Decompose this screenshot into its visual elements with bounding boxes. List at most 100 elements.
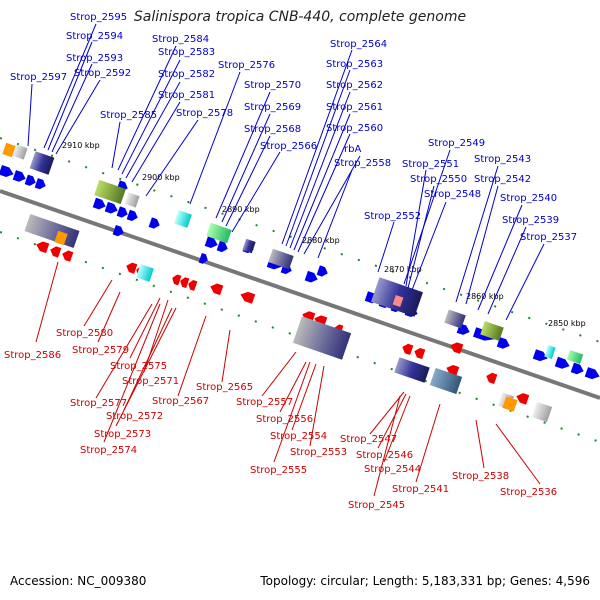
gene-label[interactable]: Strop_2580 bbox=[56, 328, 113, 339]
gene-label[interactable]: Strop_2583 bbox=[158, 47, 215, 58]
gene-label[interactable]: Strop_2553 bbox=[290, 447, 347, 458]
gene-label[interactable]: Strop_2574 bbox=[80, 445, 137, 456]
reverse-gene-arrow bbox=[450, 342, 464, 354]
gene-label[interactable]: Strop_2573 bbox=[94, 429, 151, 440]
leader-line bbox=[231, 151, 281, 233]
gene-label[interactable]: Strop_2572 bbox=[106, 411, 163, 422]
gene-label[interactable]: Strop_2582 bbox=[158, 69, 215, 80]
leader-line bbox=[285, 69, 351, 247]
leader-line bbox=[131, 101, 181, 183]
gene-label[interactable]: Strop_2560 bbox=[326, 123, 383, 134]
gene-label[interactable]: Strop_2581 bbox=[158, 90, 215, 101]
gene-label[interactable]: Strop_2595 bbox=[70, 12, 127, 23]
gene-label[interactable]: Strop_2538 bbox=[452, 471, 509, 482]
leader-line bbox=[487, 226, 527, 315]
leader-line bbox=[475, 419, 485, 469]
gene-label[interactable]: Strop_2565 bbox=[196, 382, 253, 393]
gene-label[interactable]: Strop_2566 bbox=[260, 141, 317, 152]
gene-label[interactable]: Strop_2552 bbox=[364, 211, 421, 222]
reverse-gene-arrow bbox=[516, 393, 530, 405]
gene-label[interactable]: Strop_2576 bbox=[218, 60, 275, 71]
gene-label[interactable]: Strop_2569 bbox=[244, 102, 301, 113]
gene-label[interactable]: Strop_2597 bbox=[10, 72, 67, 83]
leader-line bbox=[189, 71, 241, 205]
gene-label[interactable]: Strop_2558 bbox=[334, 158, 391, 169]
gene-label[interactable]: Strop_2550 bbox=[410, 174, 467, 185]
gene-label[interactable]: Strop_2548 bbox=[424, 189, 481, 200]
gene-label[interactable]: Strop_2593 bbox=[66, 53, 123, 64]
kbp-tick-label: 2910 kbp bbox=[62, 141, 100, 150]
leader-line bbox=[465, 185, 499, 305]
reverse-gene-arrow bbox=[180, 277, 190, 289]
feature-block bbox=[444, 309, 466, 329]
gene-label[interactable]: Strop_2584 bbox=[152, 34, 209, 45]
gene-label[interactable]: rbA bbox=[344, 144, 361, 155]
gene-label[interactable]: Strop_2555 bbox=[250, 465, 307, 476]
gene-label[interactable]: Strop_2578 bbox=[176, 108, 233, 119]
leader-line bbox=[51, 63, 93, 153]
leader-line bbox=[455, 165, 499, 303]
leader-line bbox=[111, 121, 121, 169]
gene-label[interactable]: Strop_2564 bbox=[330, 39, 387, 50]
leader-line bbox=[505, 243, 545, 321]
gene-label[interactable]: Strop_2579 bbox=[72, 345, 129, 356]
forward-gene-arrow bbox=[584, 367, 600, 380]
accession-text: Accession: NC_009380 bbox=[10, 574, 147, 588]
kbp-tick-label: 2850 kbp bbox=[548, 319, 586, 328]
leader-line bbox=[117, 45, 177, 171]
gene-label[interactable]: Strop_2586 bbox=[4, 350, 61, 361]
leader-line bbox=[115, 307, 177, 427]
gene-label[interactable]: Strop_2541 bbox=[392, 484, 449, 495]
forward-gene-arrow bbox=[104, 201, 118, 214]
gene-label[interactable]: Strop_2547 bbox=[340, 434, 397, 445]
gene-label[interactable]: Strop_2594 bbox=[66, 31, 123, 42]
forward-gene-arrow bbox=[126, 209, 138, 222]
gene-label[interactable]: Strop_2549 bbox=[428, 138, 485, 149]
leader-line bbox=[411, 201, 447, 291]
feature-block bbox=[242, 238, 256, 254]
gene-label[interactable]: Strop_2539 bbox=[502, 215, 559, 226]
gene-label[interactable]: Strop_2562 bbox=[326, 80, 383, 91]
forward-gene-arrow bbox=[532, 349, 548, 362]
gene-label[interactable]: Strop_2557 bbox=[236, 397, 293, 408]
reverse-gene-arrow bbox=[126, 262, 138, 274]
kbp-tick-label: 2880 kbp bbox=[302, 236, 340, 245]
leader-line bbox=[377, 393, 407, 449]
feature-block bbox=[566, 349, 584, 365]
reverse-gene-arrow bbox=[486, 372, 498, 385]
gene-label[interactable]: Strop_2536 bbox=[500, 487, 557, 498]
gene-label[interactable]: Strop_2544 bbox=[364, 464, 421, 475]
gene-label[interactable]: Strop_2585 bbox=[100, 110, 157, 121]
gene-label[interactable]: Strop_2563 bbox=[326, 59, 383, 70]
gene-label[interactable]: Strop_2540 bbox=[500, 193, 557, 204]
gene-label[interactable]: Strop_2561 bbox=[326, 102, 383, 113]
reverse-gene-arrow bbox=[210, 283, 224, 296]
gene-label[interactable]: Strop_2568 bbox=[244, 124, 301, 135]
gene-label[interactable]: Strop_2554 bbox=[270, 431, 327, 442]
leader-line bbox=[177, 315, 207, 397]
leader-line bbox=[309, 365, 325, 447]
leader-line bbox=[97, 291, 121, 343]
gene-label[interactable]: Strop_2567 bbox=[152, 396, 209, 407]
leader-line bbox=[103, 303, 161, 443]
kbp-tick-label: 2870 kbp bbox=[384, 265, 422, 274]
gene-label[interactable]: Strop_2571 bbox=[122, 376, 179, 387]
gene-label[interactable]: Strop_2545 bbox=[348, 500, 405, 511]
gene-label[interactable]: Strop_2556 bbox=[256, 414, 313, 425]
leader-line bbox=[415, 403, 441, 483]
gene-label[interactable]: Strop_2592 bbox=[74, 68, 131, 79]
gene-label[interactable]: Strop_2577 bbox=[70, 398, 127, 409]
gene-label[interactable]: Strop_2543 bbox=[474, 154, 531, 165]
leader-line bbox=[121, 59, 181, 175]
feature-blocks bbox=[2, 142, 584, 423]
gene-label[interactable]: Strop_2551 bbox=[402, 159, 459, 170]
gene-label[interactable]: Strop_2537 bbox=[520, 232, 577, 243]
forward-genes bbox=[0, 164, 600, 380]
forward-gene-arrow bbox=[0, 164, 14, 177]
feature-block bbox=[502, 396, 518, 412]
gene-label[interactable]: Strop_2546 bbox=[356, 450, 413, 461]
gene-label[interactable]: Strop_2570 bbox=[244, 80, 301, 91]
feature-block bbox=[480, 321, 504, 341]
gene-label[interactable]: Strop_2542 bbox=[474, 174, 531, 185]
gene-label[interactable]: Strop_2575 bbox=[110, 361, 167, 372]
